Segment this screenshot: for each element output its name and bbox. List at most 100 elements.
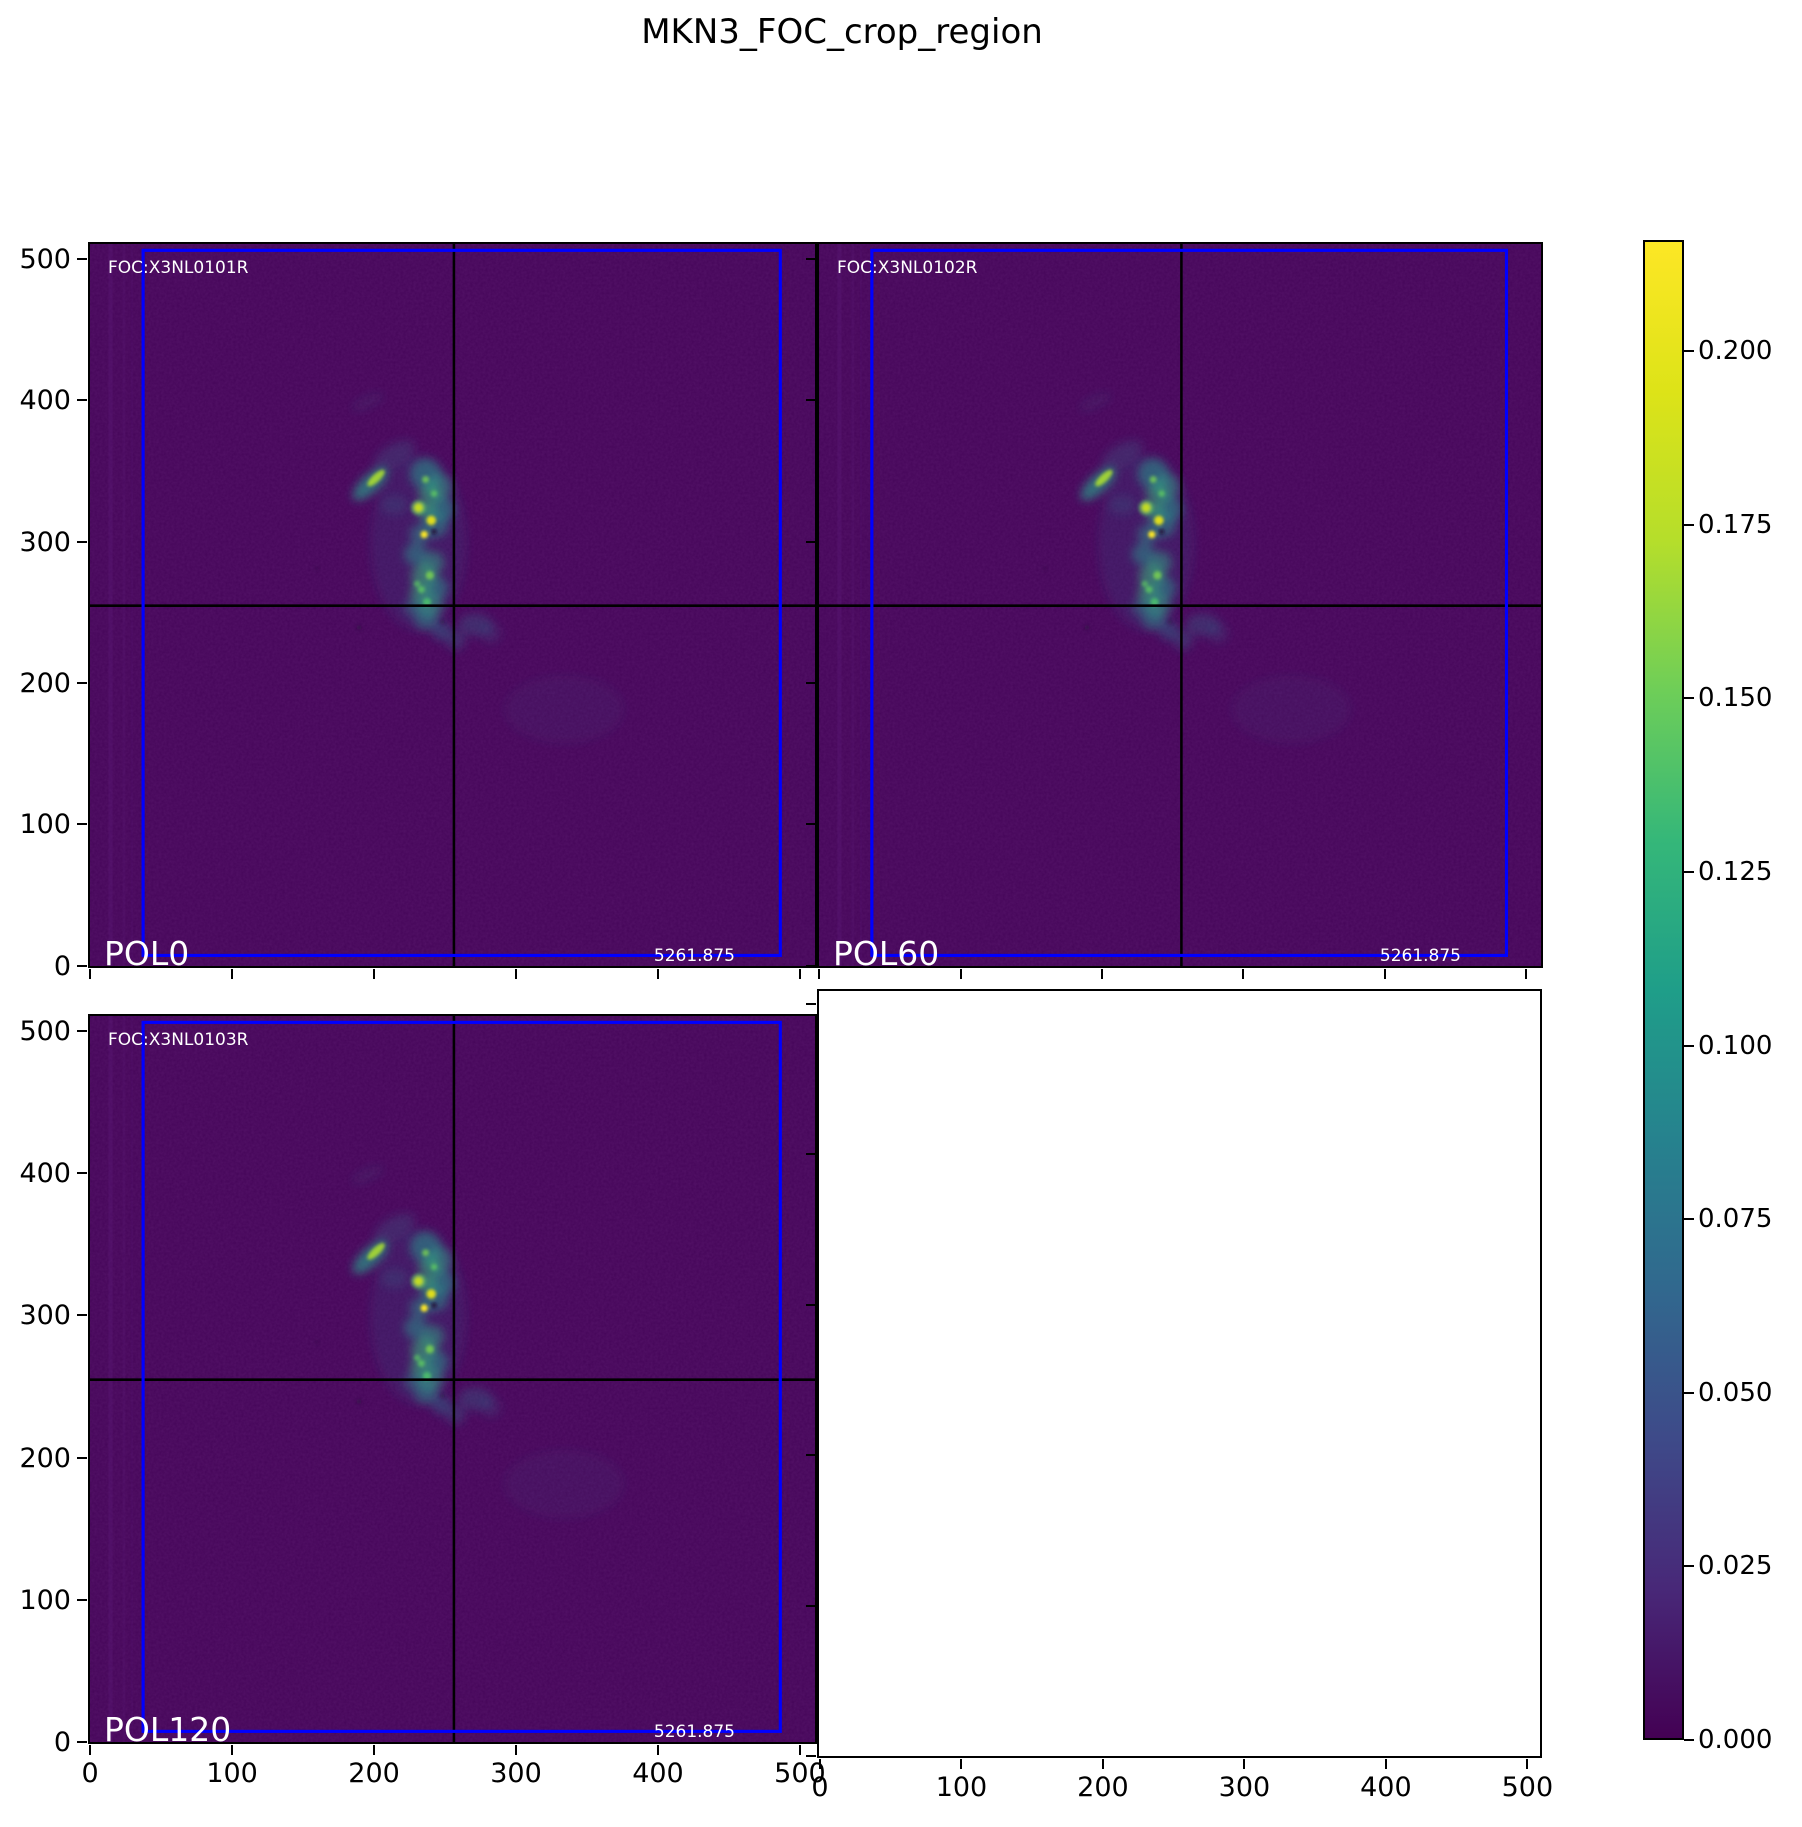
x-tick-label: 100 xyxy=(206,1758,258,1789)
y-tick-mark xyxy=(806,399,816,402)
x-tick-mark xyxy=(231,1745,234,1755)
pol120-image xyxy=(90,1016,815,1742)
foc-dataset-label: FOC:X3NL0103R xyxy=(108,1030,249,1050)
x-tick-mark xyxy=(1243,1759,1246,1769)
y-tick-label: 300 xyxy=(19,1300,71,1332)
corner-value-label: 5261.875 xyxy=(1379,946,1461,966)
panel-empty xyxy=(817,989,1542,1758)
y-tick-label: 500 xyxy=(19,243,71,275)
x-tick-mark xyxy=(231,969,234,979)
x-tick-mark xyxy=(1526,1759,1529,1769)
x-tick-mark xyxy=(656,1745,659,1755)
y-tick-label: 100 xyxy=(19,1584,71,1616)
foc-dataset-label: FOC:X3NL0101R xyxy=(108,258,249,278)
y-tick-label: 300 xyxy=(19,526,71,558)
x-tick-mark xyxy=(1383,969,1386,979)
y-tick-mark xyxy=(806,540,816,543)
x-tick-mark xyxy=(373,1745,376,1755)
colorbar-tick-mark xyxy=(1684,870,1694,873)
y-tick-label: 500 xyxy=(19,1016,71,1048)
colorbar-tick-mark xyxy=(1684,350,1694,353)
panel-pol120: FOC:X3NL0103R POL120 5261.875 xyxy=(88,1014,817,1749)
y-tick-mark xyxy=(77,1030,87,1033)
x-tick-mark xyxy=(1242,969,1245,979)
y-tick-mark xyxy=(77,257,87,260)
colorbar-tick-mark xyxy=(1684,1218,1694,1221)
x-tick-label: 0 xyxy=(81,1758,99,1789)
colorbar-tick-label: 0.100 xyxy=(1698,1030,1773,1061)
colorbar-gradient xyxy=(1645,242,1682,1738)
y-tick-label: 0 xyxy=(53,950,71,982)
x-tick-mark xyxy=(798,1745,801,1755)
panel-pol60: FOC:X3NL0102R POL60 5261.875 xyxy=(817,242,1543,973)
colorbar-tick-label: 0.000 xyxy=(1698,1725,1773,1755)
x-tick-label: 200 xyxy=(1077,1772,1129,1803)
pol-angle-label: POL120 xyxy=(104,1710,232,1749)
x-tick-mark xyxy=(1100,969,1103,979)
y-tick-mark xyxy=(77,1314,87,1317)
y-tick-mark xyxy=(77,1172,87,1175)
y-tick-mark xyxy=(806,1303,816,1306)
panel-pol0: FOC:X3NL0101R POL0 5261.875 xyxy=(88,242,817,973)
y-tick-mark xyxy=(806,1454,816,1457)
y-tick-mark xyxy=(77,540,87,543)
x-tick-mark xyxy=(373,969,376,979)
y-tick-mark xyxy=(806,1002,816,1005)
y-tick-mark xyxy=(806,964,816,967)
x-tick-mark xyxy=(960,1759,963,1769)
colorbar xyxy=(1643,240,1684,1740)
pol-angle-label: POL60 xyxy=(833,934,940,973)
x-tick-mark xyxy=(798,969,801,979)
y-tick-mark xyxy=(77,964,87,967)
colorbar-tick-label: 0.025 xyxy=(1698,1551,1773,1582)
y-tick-mark xyxy=(806,1153,816,1156)
pol0-image xyxy=(90,244,815,966)
colorbar-tick-label: 0.200 xyxy=(1698,336,1773,367)
y-tick-mark xyxy=(806,1755,816,1757)
x-tick-mark xyxy=(819,1759,821,1769)
x-tick-mark xyxy=(515,1745,518,1755)
colorbar-tick-mark xyxy=(1684,1565,1694,1568)
colorbar-tick-label: 0.075 xyxy=(1698,1204,1773,1235)
x-tick-mark xyxy=(818,969,821,979)
y-tick-label: 400 xyxy=(19,385,71,417)
x-tick-mark xyxy=(656,969,659,979)
colorbar-tick-mark xyxy=(1684,697,1694,700)
x-tick-mark xyxy=(1101,1759,1104,1769)
x-tick-mark xyxy=(89,1745,92,1755)
colorbar-tick-label: 0.050 xyxy=(1698,1377,1773,1408)
x-tick-label: 300 xyxy=(490,1758,542,1789)
x-tick-label: 500 xyxy=(774,1758,826,1789)
x-tick-label: 400 xyxy=(632,1758,684,1789)
y-tick-label: 200 xyxy=(19,668,71,700)
y-tick-mark xyxy=(77,823,87,826)
y-tick-label: 400 xyxy=(19,1158,71,1190)
pol-angle-label: POL0 xyxy=(104,934,190,973)
x-tick-label: 100 xyxy=(935,1772,988,1803)
y-tick-mark xyxy=(806,682,816,685)
y-tick-mark xyxy=(806,823,816,826)
x-tick-mark xyxy=(1384,1759,1387,1769)
y-tick-label: 200 xyxy=(19,1442,71,1474)
pol60-image xyxy=(819,244,1541,966)
x-tick-mark xyxy=(89,969,92,979)
colorbar-tick-mark xyxy=(1684,1391,1694,1394)
foc-dataset-label: FOC:X3NL0102R xyxy=(837,258,978,278)
y-tick-mark xyxy=(806,257,816,260)
y-tick-mark xyxy=(77,1740,87,1743)
corner-value-label: 5261.875 xyxy=(653,1722,735,1742)
corner-value-label: 5261.875 xyxy=(653,946,735,966)
y-tick-mark xyxy=(77,1456,87,1459)
y-tick-label: 0 xyxy=(53,1726,71,1758)
y-tick-mark xyxy=(77,399,87,402)
x-tick-label: 500 xyxy=(1501,1772,1554,1803)
y-tick-mark xyxy=(806,1604,816,1607)
figure-title: MKN3_FOC_crop_region xyxy=(641,12,1043,52)
colorbar-tick-label: 0.125 xyxy=(1698,856,1773,887)
y-tick-mark xyxy=(77,682,87,685)
y-tick-mark xyxy=(77,1598,87,1601)
y-tick-label: 100 xyxy=(19,809,71,841)
x-tick-mark xyxy=(1525,969,1528,979)
colorbar-tick-label: 0.175 xyxy=(1698,509,1773,540)
